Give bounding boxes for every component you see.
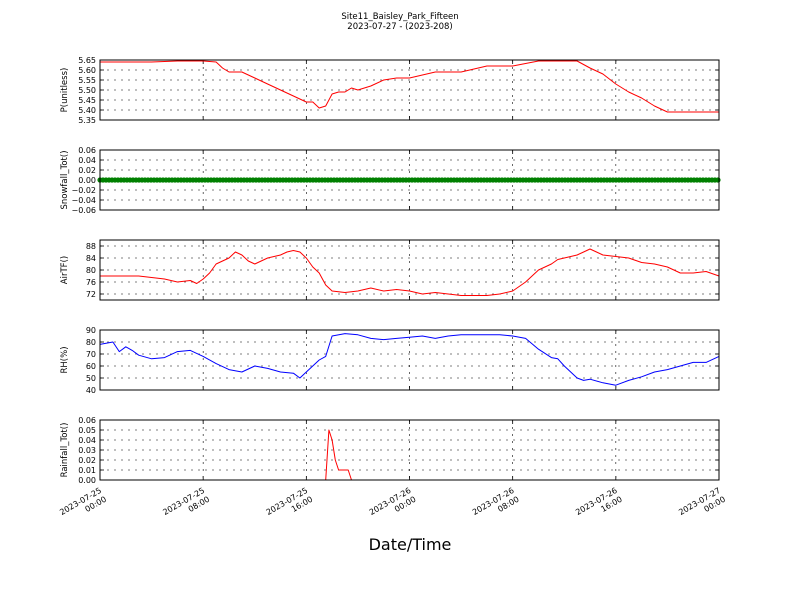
ytick-label: 5.60 [78,66,96,75]
ytick-label: 0.05 [78,426,96,435]
ytick-label: 70 [86,350,96,359]
xtick-label: 2023-07-2608:00 [471,486,521,526]
ytick-label: 50 [86,374,96,383]
panel-4: 40 50 60 70 80 90 RH(%) [60,326,720,395]
y-axis-label: P(unitless) [60,68,70,113]
series-line [100,429,719,481]
ytick-label: 40 [86,386,96,395]
ytick-label: 0.04 [78,156,96,165]
xtick-label: 2023-07-2516:00 [265,486,315,526]
xtick-label: 2023-07-2500:00 [58,486,108,526]
series-line [100,248,720,296]
x-axis: 2023-07-2500:00 2023-07-2508:00 2023-07-25… [58,486,727,526]
ytick-label: −0.04 [71,196,96,205]
ytick-label: 88 [86,242,96,251]
data-point [715,177,721,183]
ytick-label: 0.03 [78,446,96,455]
series-line [100,60,719,113]
ytick-label: −0.02 [71,186,96,195]
ytick-label: 5.40 [78,106,96,115]
panel-1: 5.355.405.455.505.555.605.65 P(unitless) [60,56,720,125]
xtick-label: 2023-07-2600:00 [368,486,418,526]
ytick-label: 5.50 [78,86,96,95]
xtick-label: 2023-07-2508:00 [161,486,211,526]
ytick-label: 5.35 [78,116,96,125]
ytick-label: −0.06 [71,206,96,215]
axes-frame [99,239,720,301]
axes-frame [99,59,720,121]
ytick-label: 84 [86,254,96,263]
ytick-label: 90 [86,326,96,335]
y-axis-label: RH(%) [60,346,70,373]
figure-subtitle: 2023-07-27 - (2023-208) [347,22,452,32]
ytick-label: 0.04 [78,436,96,445]
ytick-label: 5.55 [78,76,96,85]
panel-3: 72 76 80 84 88 AirTF() [60,239,720,301]
ytick-label: 80 [86,266,96,275]
ytick-label: 60 [86,362,96,371]
ytick-label: 0.06 [78,146,96,155]
axes-frame [99,329,720,391]
panel-2: −0.06−0.04−0.020.000.020.040.06 Snowfall_… [60,146,721,215]
ytick-label: 0.00 [78,176,96,185]
ytick-label: 0.00 [78,476,96,485]
ytick-label: 5.45 [78,96,96,105]
ytick-label: 0.01 [78,466,96,475]
axes-frame [99,149,720,211]
ytick-label: 0.02 [78,166,96,175]
x-axis-label: Date/Time [369,535,452,554]
xtick-label: 2023-07-2616:00 [574,486,624,526]
y-axis-label: AirTF() [60,256,70,284]
y-axis-label: Snowfall_Tot() [60,150,70,209]
ytick-label: 5.65 [78,56,96,65]
ytick-label: 72 [86,290,96,299]
axes-frame [99,419,720,481]
chart-panels: 5.355.405.455.505.555.605.65 P(unitless) −… [60,56,721,485]
ytick-label: 76 [86,278,96,287]
ytick-label: 80 [86,338,96,347]
xtick-label: 2023-07-2700:00 [677,486,727,526]
ytick-label: 0.02 [78,456,96,465]
panel-5: 0.000.010.020.030.040.050.06 Rainfall_Tot… [60,416,720,485]
ytick-label: 0.06 [78,416,96,425]
series-line [99,333,720,386]
figure-title: Site11_Baisley_Park_Fifteen [341,12,458,22]
y-axis-label: Rainfall_Tot() [60,423,70,478]
